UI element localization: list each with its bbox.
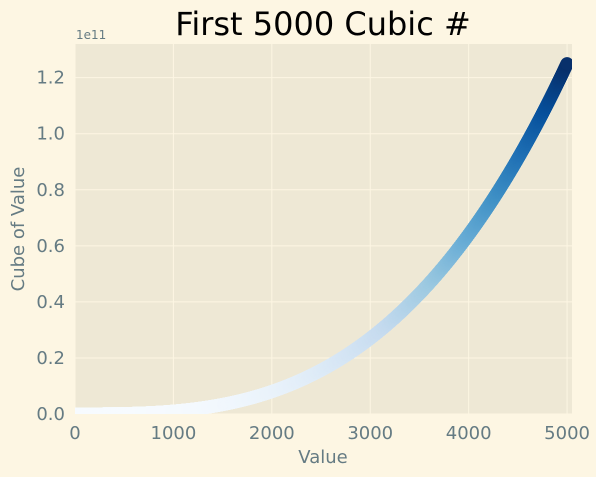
plot-area [75, 44, 572, 414]
grid-lines [74, 44, 572, 415]
data-points [75, 57, 572, 414]
